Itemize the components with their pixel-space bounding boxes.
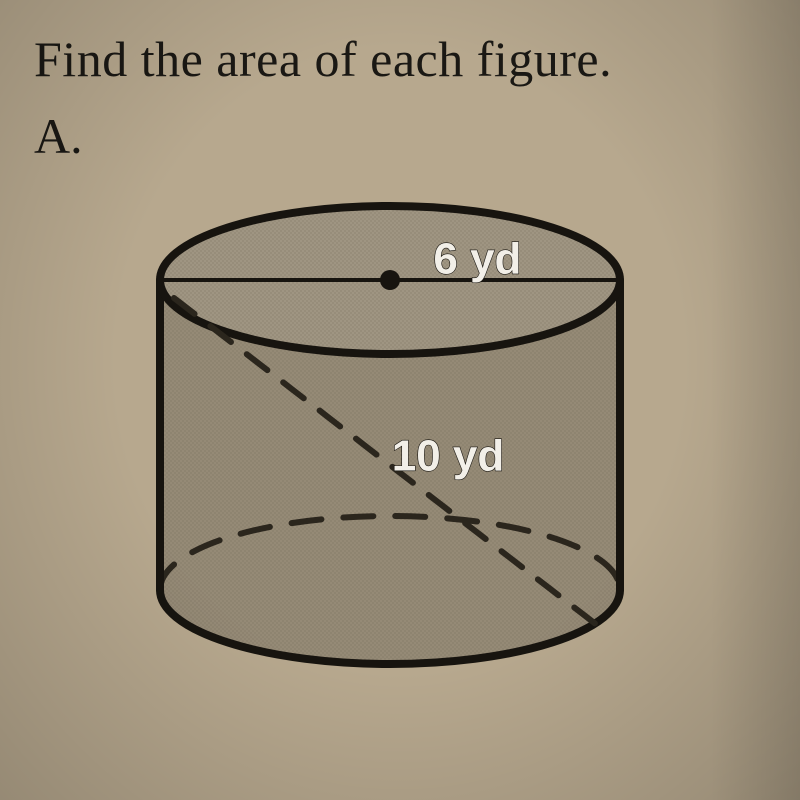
radius-label: 6 yd — [433, 235, 521, 284]
diagonal-label: 10 yd — [392, 432, 505, 481]
worksheet-page: Find the area of each figure. A. — [0, 0, 800, 800]
cylinder-svg: 6 yd 10 yd — [120, 170, 660, 710]
item-label: A. — [34, 107, 766, 165]
question-prompt: Find the area of each figure. — [34, 28, 766, 91]
cylinder-figure: 6 yd 10 yd — [120, 170, 660, 710]
center-dot — [380, 270, 400, 290]
